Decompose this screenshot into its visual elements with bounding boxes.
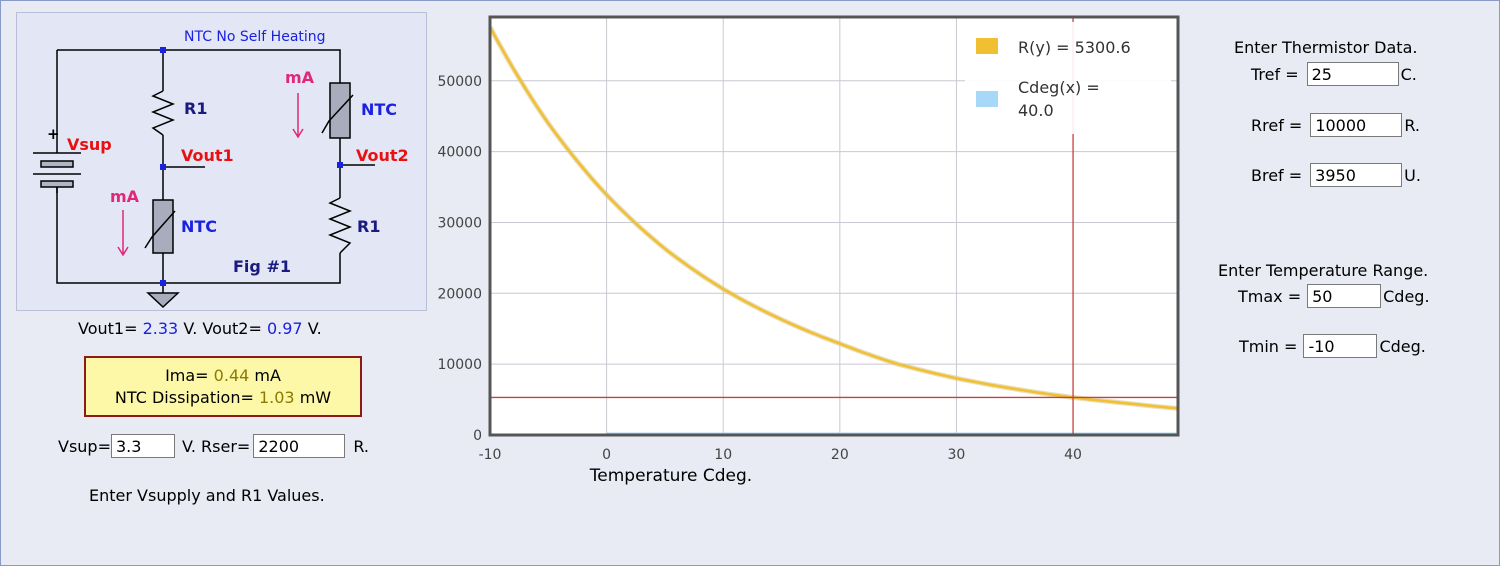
dissipation-line: NTC Dissipation= 1.03 mW	[86, 387, 360, 409]
y-tick-label: 0	[473, 428, 482, 444]
legend-entry-cdeg: Cdeg(x) = 40.0	[1018, 78, 1105, 120]
tref-label: Tref =	[1251, 64, 1299, 84]
ima-prefix: Ima=	[165, 366, 209, 385]
y-tick-label: 20000	[437, 286, 482, 302]
supply-inputs-row: Vsup= V. Rser= R.	[58, 432, 369, 460]
x-tick-label: -10	[479, 447, 502, 463]
y-tick-label: 10000	[437, 357, 482, 373]
vsup-unit-rser-label: V. Rser=	[181, 436, 251, 456]
ima-line: Ima= 0.44 mA	[86, 365, 360, 387]
battery-icon	[33, 145, 81, 193]
thermistor-heading: Enter Thermistor Data.	[1234, 38, 1418, 57]
rref-label: Rref =	[1251, 115, 1303, 135]
tmin-input[interactable]	[1303, 334, 1378, 358]
x-tick-label: 10	[714, 447, 732, 463]
legend-entry-r: R(y) = 5300.6	[1018, 38, 1131, 57]
rref-unit: R.	[1404, 115, 1420, 135]
rref-row: Rref = R.	[1251, 111, 1420, 139]
legend-entry-cdeg-line1: Cdeg(x) =	[1018, 78, 1100, 97]
vsup-input[interactable]	[110, 434, 175, 458]
legend-box	[965, 22, 1171, 134]
tref-row: Tref = C.	[1251, 60, 1417, 88]
ntc-right-label: NTC	[361, 100, 397, 119]
range-heading: Enter Temperature Range.	[1218, 261, 1429, 280]
ima-value: 0.44	[213, 366, 250, 385]
tref-input[interactable]	[1306, 62, 1399, 86]
tick-labels: -10 0 10 20 30 40 0 10000 20000 30000 40000 50000	[437, 74, 1082, 463]
bref-input[interactable]	[1310, 163, 1403, 187]
legend-swatch-r	[976, 38, 998, 54]
ground-icon	[146, 292, 180, 309]
tmin-unit: Cdeg.	[1379, 336, 1426, 356]
x-tick-label: 20	[831, 447, 849, 463]
ma-left-label: mA	[110, 187, 140, 206]
fig-label: Fig #1	[233, 257, 291, 276]
tmax-label: Tmax =	[1238, 286, 1302, 306]
tmax-row: Tmax = Cdeg.	[1238, 282, 1430, 310]
x-tick-label: 0	[602, 447, 611, 463]
tmin-row: Tmin = Cdeg.	[1239, 332, 1426, 360]
ntc-left-icon	[144, 199, 176, 254]
ntc-right-icon	[321, 82, 354, 139]
current-arrow-icon	[117, 93, 304, 257]
r1-left-label: R1	[184, 99, 207, 118]
bref-row: Bref = U.	[1251, 161, 1421, 189]
y-tick-label: 50000	[437, 74, 482, 90]
vout1-prefix: Vout1=	[78, 319, 138, 338]
legend-swatch-cdeg	[976, 91, 998, 107]
diss-prefix: NTC Dissipation=	[114, 388, 254, 407]
x-tick-label: 30	[948, 447, 966, 463]
supply-hint: Enter Vsupply and R1 Values.	[89, 486, 325, 505]
ntc-left-label: NTC	[181, 217, 217, 236]
plus-sign: +	[47, 125, 60, 143]
resistance-chart[interactable]: -10 0 10 20 30 40 0 10000 20000 30000 40000 50000 R…	[420, 12, 1220, 492]
tmax-input[interactable]	[1307, 284, 1382, 308]
x-axis-label: Temperature Cdeg.	[589, 466, 752, 486]
rref-input[interactable]	[1310, 113, 1403, 137]
vout2-label: Vout2	[356, 146, 409, 165]
vsup-field-label: Vsup=	[58, 436, 111, 456]
r1-right-label: R1	[357, 217, 380, 236]
vout1-unit: V.	[183, 319, 198, 338]
vsup-label: Vsup	[67, 135, 112, 154]
tref-unit: C.	[1400, 64, 1417, 84]
circuit-diagram: NTC No Self Heating + Vsup R1 Vout1 mA N…	[16, 12, 427, 311]
circuit-title: NTC No Self Heating	[184, 29, 326, 45]
diss-unit: mW	[299, 388, 332, 407]
x-tick-label: 40	[1064, 447, 1082, 463]
vout1-label: Vout1	[181, 146, 234, 165]
tmax-unit: Cdeg.	[1383, 286, 1430, 306]
plot-border	[488, 15, 1180, 437]
vout2-value: 0.97	[266, 319, 303, 338]
y-tick-label: 30000	[437, 215, 482, 231]
tmin-label: Tmin =	[1239, 336, 1298, 356]
legend-entry-cdeg-line2: 40.0	[1018, 101, 1054, 120]
ma-right-label: mA	[285, 68, 315, 87]
circuit-schematic: NTC No Self Heating + Vsup R1 Vout1 mA N…	[33, 29, 409, 309]
rser-input[interactable]	[253, 434, 346, 458]
vout1-value: 2.33	[142, 319, 179, 338]
vout2-unit: V.	[307, 319, 322, 338]
bref-label: Bref =	[1251, 165, 1303, 185]
current-dissipation-box: Ima= 0.44 mA NTC Dissipation= 1.03 mW	[84, 356, 362, 417]
vout2-prefix: Vout2=	[202, 319, 262, 338]
y-tick-label: 40000	[437, 145, 482, 161]
vout-readout: Vout1= 2.33 V. Vout2= 0.97 V.	[78, 319, 322, 338]
rser-unit: R.	[353, 436, 369, 456]
ima-unit: mA	[254, 366, 281, 385]
bref-unit: U.	[1404, 165, 1421, 185]
chart-legend: R(y) = 5300.6 Cdeg(x) = 40.0	[965, 22, 1171, 134]
diss-value: 1.03	[258, 388, 295, 407]
